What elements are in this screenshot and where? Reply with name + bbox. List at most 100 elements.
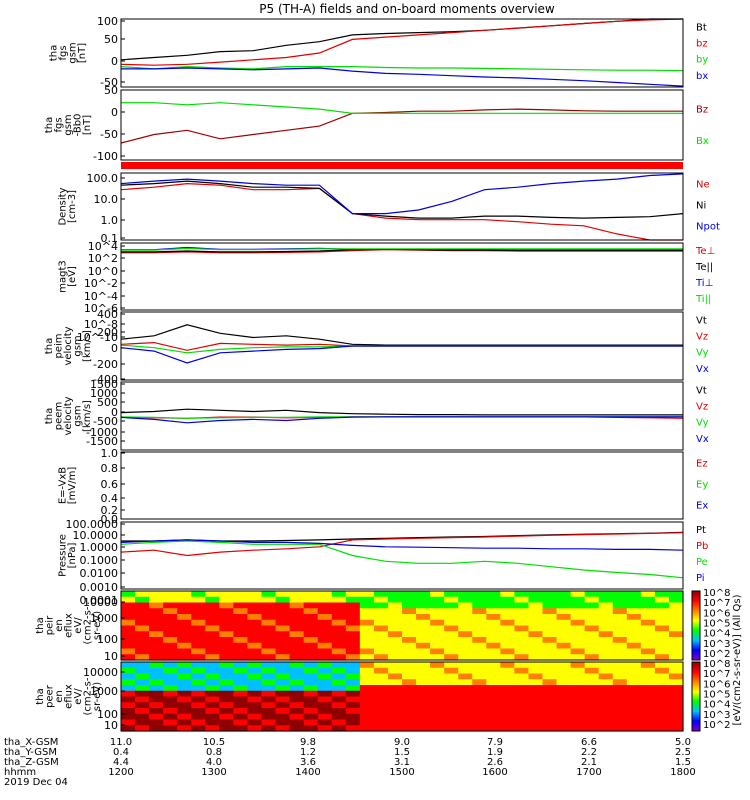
heatmap-cell [247,667,263,675]
y-tick-label: 10000 [83,666,118,679]
heatmap-cell [640,631,656,638]
heatmap-cell [654,708,670,715]
heatmap-cell [149,625,164,632]
footer-value: 1400 [295,767,320,778]
heatmap-cell [458,713,473,721]
heatmap-cell [317,667,333,675]
heatmap-cell [528,662,544,669]
y-axis-label-line: -Bb0 [73,114,84,137]
y-axis-label-line: (cm2-s- [83,677,94,715]
heatmap-cell [458,619,473,627]
legend-label-Npot: Npot [696,222,720,233]
y-tick-label: 100 [97,708,118,721]
heatmap-cell [121,713,136,721]
heatmap-cell [331,667,347,675]
heatmap-cell [387,591,403,598]
heatmap-cell [556,631,572,638]
heatmap-cell [149,619,164,627]
heatmap-cell [275,685,291,692]
y-axis-label-line: fgs [54,117,65,132]
heatmap-cell [191,654,206,661]
heatmap-cell [135,662,150,669]
heatmap-cell [626,625,642,632]
heatmap-cell [149,667,164,675]
heatmap-cell [626,673,642,680]
y-tick-label: 1000 [90,387,118,400]
heatmap-cell [205,619,220,627]
heatmap-cell [570,662,586,669]
heatmap-cell [654,654,670,661]
heatmap-cell [584,614,600,621]
heatmap-cell [486,673,501,680]
heatmap-cell [247,608,263,615]
heatmap-cell [135,637,150,644]
heatmap-cell [570,602,586,609]
footer-value: 1.2 [300,747,316,758]
footer-value: 11.0 [110,737,132,748]
heatmap-cell [528,602,544,609]
heatmap-cell [149,596,164,604]
series-line-Vx [120,345,683,364]
heatmap-cell [149,685,164,692]
heatmap-cell [626,648,642,655]
heatmap-cell [584,679,600,686]
heatmap-cell [486,654,501,661]
heatmap-cell [177,608,192,615]
heatmap-cell [430,702,445,709]
colorbar-tick: 10^8 [703,588,730,599]
heatmap-cell [528,690,544,698]
heatmap-cell [626,725,642,732]
heatmap-cell [430,708,445,715]
heatmap-cell [387,685,403,692]
heatmap-cell [612,642,628,650]
heatmap-cell [317,591,333,598]
heatmap-cell [345,713,361,721]
heatmap-cell [514,648,530,655]
heatmap-cell [458,679,473,686]
heatmap-cell [135,713,150,721]
heatmap-cell [458,648,473,655]
heatmap-cell [303,679,319,686]
footer-date: 2019 Dec 04 [4,777,68,788]
heatmap-cell [514,625,530,632]
heatmap-cell [416,642,431,650]
heatmap-cell [584,702,600,709]
colorbar-tick: 10^5 [703,619,730,630]
y-axis-label-line: gsm [73,405,84,426]
heatmap-cell [345,725,361,732]
legend-label-Pe: Pe [696,557,708,568]
heatmap-cell [402,679,417,686]
heatmap-cell [177,713,192,721]
heatmap-cell [626,631,642,638]
heatmap-cell [500,608,515,615]
heatmap-cell [402,667,417,675]
heatmap-cell [640,696,656,703]
heatmap-cell [598,631,614,638]
heatmap-cell [668,690,684,698]
heatmap-cell [486,662,501,669]
heatmap-cell [163,702,178,709]
heatmap-cell [444,608,459,615]
heatmap-cell [289,654,305,661]
heatmap-cell [640,702,656,709]
heatmap-cell [584,690,600,698]
heatmap-cell [373,713,389,721]
heatmap-cell [542,596,558,604]
heatmap-cell [135,685,150,692]
heatmap-cell [345,690,361,698]
heatmap-cell [275,679,291,686]
heatmap-cell [345,619,361,627]
heatmap-cell [261,614,277,621]
heatmap-cell [331,614,347,621]
heatmap-cell [542,637,558,644]
heatmap-cell [247,719,263,726]
heatmap-cell [528,648,544,655]
heatmap-cell [556,614,572,621]
y-tick-label: 0.2 [101,504,119,517]
heatmap-cell [500,685,515,692]
heatmap-cell [626,614,642,621]
heatmap-cell [430,637,445,644]
heatmap-cell [261,608,277,615]
